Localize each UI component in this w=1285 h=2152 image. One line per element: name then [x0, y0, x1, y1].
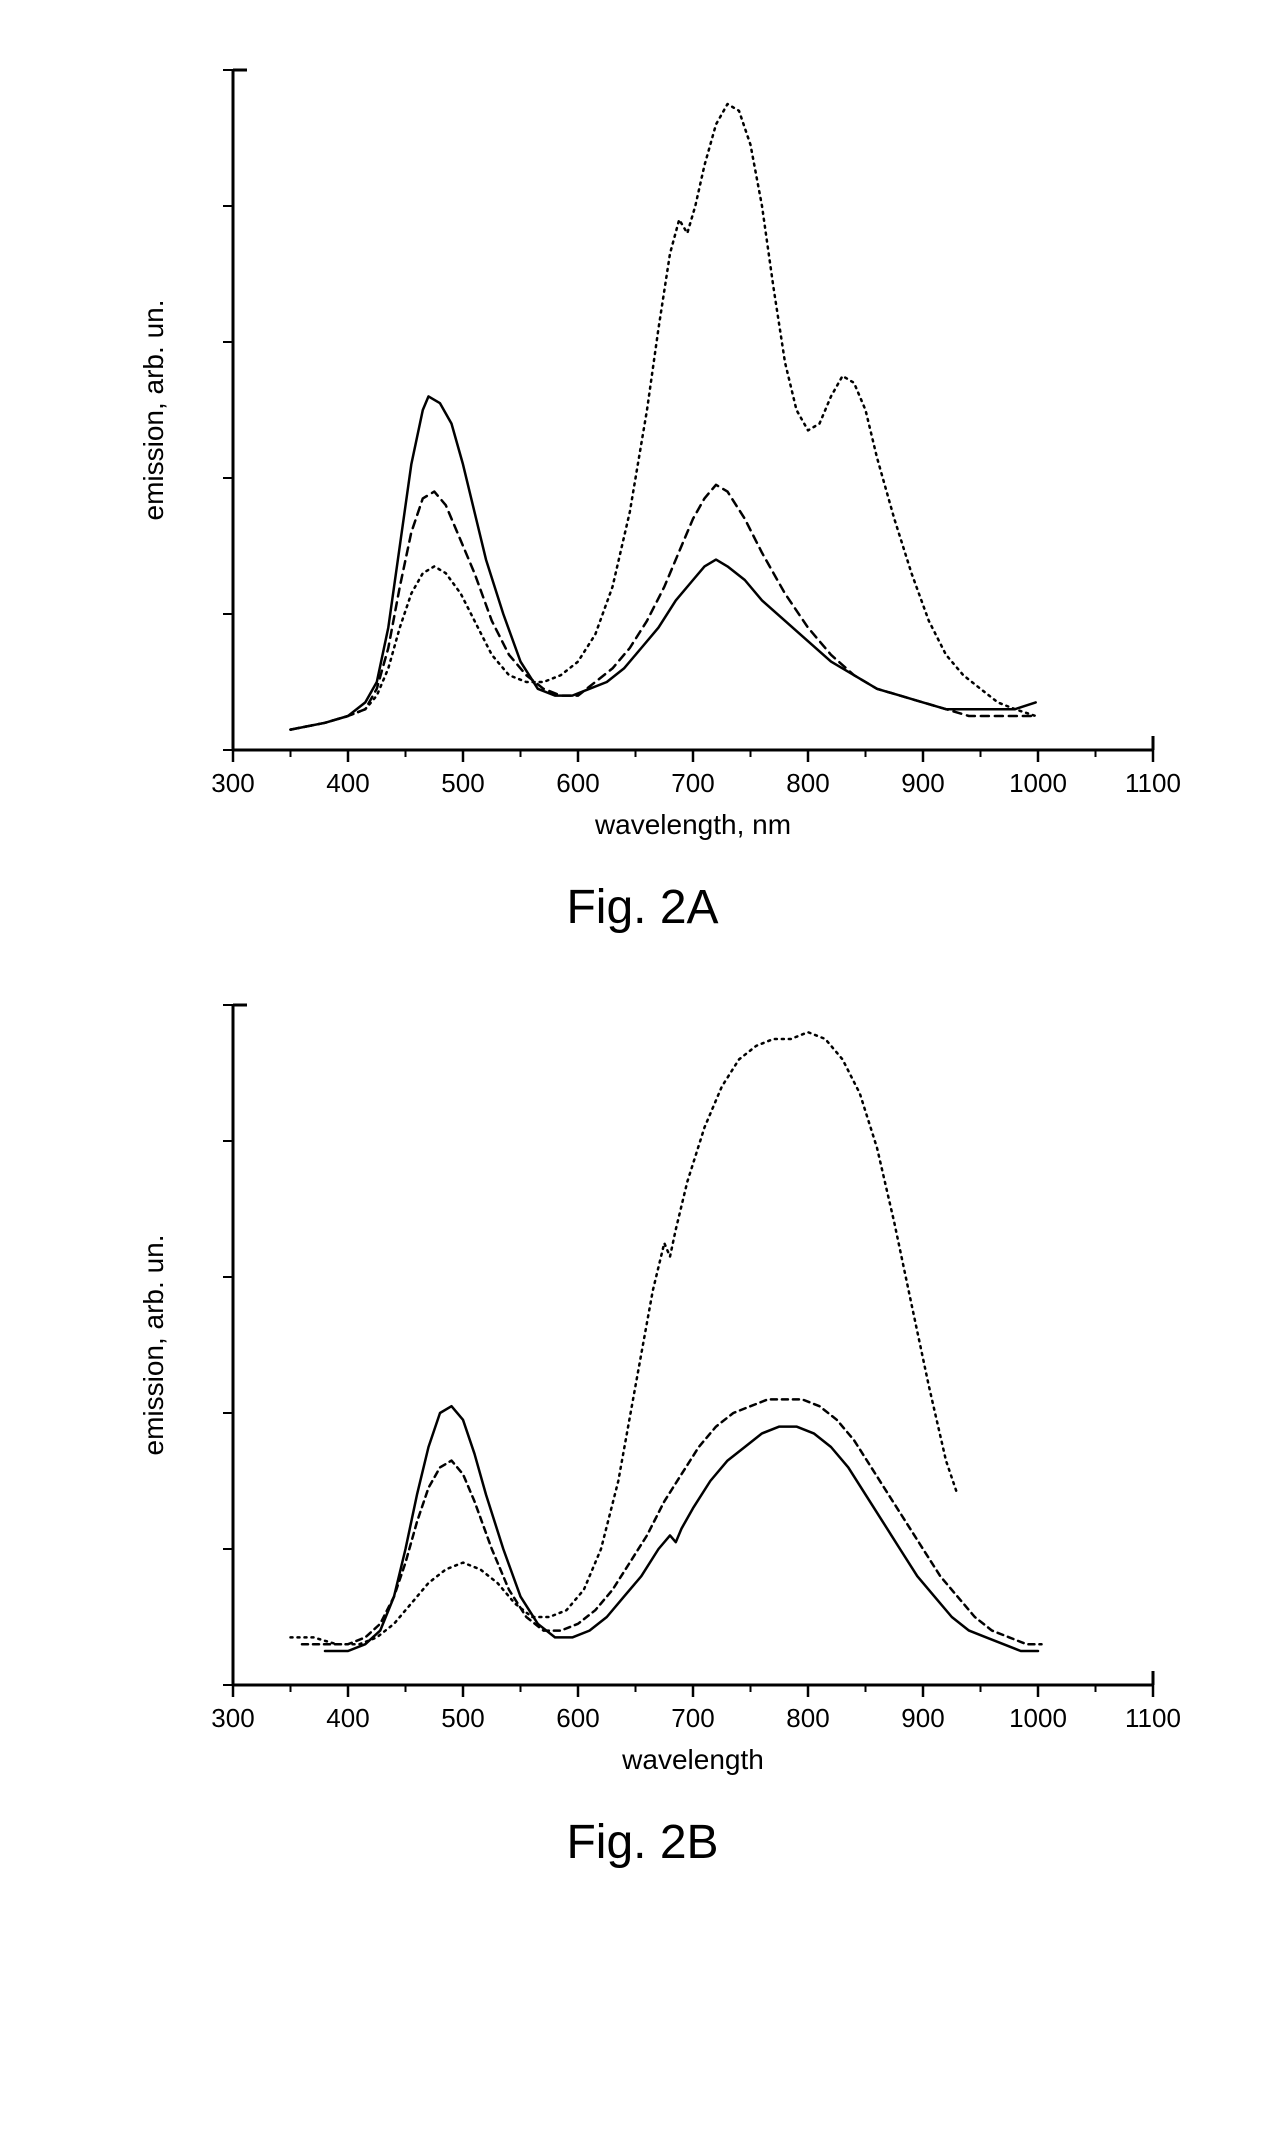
chart-2a: 300 400 500 600 700 800 900 1000 1100 wavelength,… — [93, 40, 1193, 860]
caption-2b: Fig. 2B — [566, 1815, 718, 1870]
svg-text:800: 800 — [786, 1703, 829, 1733]
figure-2a-block: 300 400 500 600 700 800 900 1000 1100 wavelength,… — [60, 40, 1225, 975]
svg-text:1100: 1100 — [1125, 768, 1181, 798]
svg-text:800: 800 — [786, 768, 829, 798]
chart-2b: 300 400 500 600 700 800 900 1000 1100 wavelength e… — [93, 975, 1193, 1795]
svg-text:1000: 1000 — [1009, 768, 1067, 798]
svg-text:wavelength: wavelength — [621, 1744, 764, 1775]
svg-text:700: 700 — [671, 1703, 714, 1733]
svg-text:emission, arb. un.: emission, arb. un. — [138, 300, 169, 521]
svg-text:300: 300 — [211, 768, 254, 798]
svg-text:1000: 1000 — [1009, 1703, 1067, 1733]
svg-text:700: 700 — [671, 768, 714, 798]
svg-text:600: 600 — [556, 768, 599, 798]
svg-text:900: 900 — [901, 768, 944, 798]
svg-text:wavelength, nm: wavelength, nm — [593, 809, 790, 840]
figure-2b-block: 300 400 500 600 700 800 900 1000 1100 wavelength e… — [60, 975, 1225, 1910]
caption-2a: Fig. 2A — [566, 880, 718, 935]
svg-text:1100: 1100 — [1125, 1703, 1181, 1733]
svg-text:400: 400 — [326, 1703, 369, 1733]
svg-text:400: 400 — [326, 768, 369, 798]
svg-text:900: 900 — [901, 1703, 944, 1733]
page: 300 400 500 600 700 800 900 1000 1100 wavelength,… — [0, 0, 1285, 2152]
svg-text:600: 600 — [556, 1703, 599, 1733]
svg-text:500: 500 — [441, 1703, 484, 1733]
svg-text:300: 300 — [211, 1703, 254, 1733]
svg-text:500: 500 — [441, 768, 484, 798]
svg-text:emission, arb. un.: emission, arb. un. — [138, 1235, 169, 1456]
